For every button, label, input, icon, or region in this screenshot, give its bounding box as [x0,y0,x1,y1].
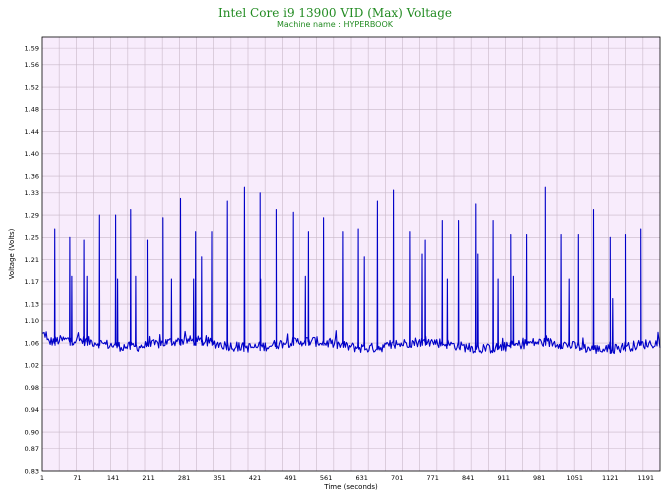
x-tick-label: 561 [320,474,332,482]
x-tick-label: 71 [73,474,81,482]
x-tick-label: 211 [142,474,154,482]
x-tick-labels: 1 71 141 211 281 351 421 491 561 631 701 771 841 911 9… [40,474,654,482]
x-tick-label: 351 [213,474,225,482]
y-tick-label: 1.33 [25,189,39,197]
y-tick-label: 1.21 [25,256,39,264]
x-tick-label: 911 [498,474,510,482]
y-tick-label: 1.06 [25,339,39,347]
chart-title: Intel Core i9 13900 VID (Max) Voltage [218,6,452,20]
y-tick-labels: 0.83 0.87 0.90 0.94 0.98 1.02 1.06 1.10 1.13 1.17… [25,44,39,475]
y-tick-label: 1.48 [25,106,39,114]
plot-border [41,36,661,472]
grid-lines [42,37,660,472]
x-tick-label: 1 [40,474,44,482]
y-tick-label: 0.98 [25,384,39,392]
y-tick-label: 0.94 [25,406,39,414]
x-tick-label: 281 [178,474,190,482]
y-tick-label: 1.25 [25,234,39,242]
x-tick-label: 421 [249,474,261,482]
y-tick-label: 1.13 [25,300,39,308]
y-tick-label: 0.87 [25,445,39,453]
y-tick-label: 1.36 [25,172,39,180]
y-axis-label: Voltage (Volts) [8,228,16,279]
x-tick-label: 771 [426,474,438,482]
x-axis-label: Time (seconds) [323,483,378,491]
x-tick-label: 841 [462,474,474,482]
chart-subtitle: Machine name : HYPERBOOK [276,20,394,29]
x-tick-label: 491 [284,474,296,482]
y-tick-label: 1.40 [25,150,39,158]
y-tick-label: 1.59 [25,44,39,52]
x-tick-label: 1121 [602,474,619,482]
y-tick-label: 1.17 [25,278,39,286]
y-tick-label: 1.52 [25,83,39,91]
y-tick-label: 0.90 [25,428,39,436]
y-tick-label: 1.44 [25,128,39,136]
y-tick-label: 0.83 [25,467,39,475]
y-tick-label: 1.10 [25,317,39,325]
x-tick-label: 981 [533,474,545,482]
y-tick-label: 1.02 [25,362,39,370]
y-tick-label: 1.29 [25,211,39,219]
series-line-vid-max [41,186,661,355]
x-tick-label: 631 [355,474,367,482]
x-tick-label: 1051 [566,474,583,482]
x-tick-label: 701 [391,474,403,482]
x-tick-label: 141 [107,474,119,482]
x-tick-label: 1191 [638,474,655,482]
y-tick-label: 1.56 [25,61,39,69]
